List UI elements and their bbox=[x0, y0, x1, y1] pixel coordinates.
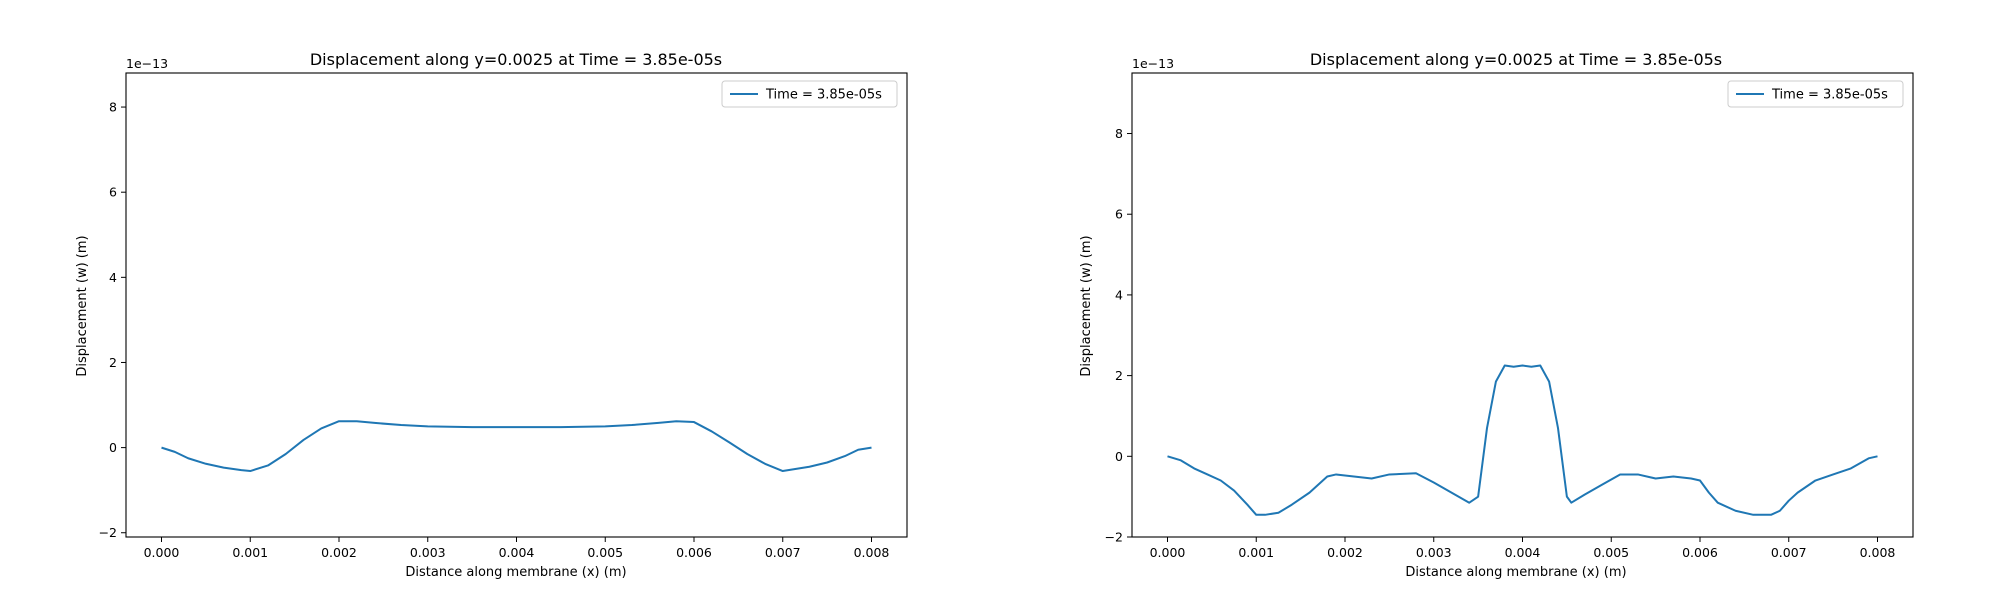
y-offset-label: 1e−13 bbox=[126, 56, 168, 71]
x-tick-label: 0.003 bbox=[410, 545, 446, 560]
legend-box bbox=[721, 80, 898, 108]
y-axis-label: Displacement (w) (m) bbox=[1079, 235, 1094, 376]
y-axis-label: Displacement (w) (m) bbox=[75, 235, 90, 376]
x-tick-label: 0.004 bbox=[1505, 545, 1541, 560]
y-tick-label: 6 bbox=[1115, 207, 1123, 222]
y-tick-label: 8 bbox=[109, 100, 117, 115]
x-tick-label: 0.007 bbox=[1771, 545, 1807, 560]
x-tick-label: 0.006 bbox=[1682, 545, 1718, 560]
y-tick-label: 8 bbox=[1115, 126, 1123, 141]
y-offset-label: 1e−13 bbox=[1132, 56, 1174, 71]
plot-area bbox=[1131, 72, 1914, 538]
legend-box bbox=[1727, 80, 1904, 108]
legend: Time = 3.85e-05s bbox=[721, 80, 898, 108]
x-tick-label: 0.003 bbox=[1416, 545, 1452, 560]
chart-title: Displacement along y=0.0025 at Time = 3.… bbox=[1310, 50, 1722, 69]
x-tick-label: 0.006 bbox=[676, 545, 712, 560]
x-tick-label: 0.004 bbox=[499, 545, 535, 560]
y-tick-label: 2 bbox=[1115, 368, 1123, 383]
chart-panel-right: Displacement along y=0.0025 at Time = 3.… bbox=[1079, 50, 1914, 580]
legend-label: Time = 3.85e-05s bbox=[1771, 88, 1888, 103]
series-line bbox=[1167, 364, 1878, 516]
x-tick-label: 0.001 bbox=[1238, 545, 1274, 560]
legend-label: Time = 3.85e-05s bbox=[765, 88, 882, 103]
x-tick-label: 0.007 bbox=[765, 545, 801, 560]
x-tick-label: 0.008 bbox=[854, 545, 890, 560]
x-axis-label: Distance along membrane (x) (m) bbox=[1405, 565, 1626, 580]
axes-frame bbox=[1131, 72, 1914, 538]
axes-frame bbox=[125, 72, 908, 538]
chart-panel-left: Displacement along y=0.0025 at Time = 3.… bbox=[75, 50, 908, 580]
y-tick-label: 4 bbox=[1115, 287, 1123, 302]
x-tick-label: 0.002 bbox=[321, 545, 357, 560]
x-tick-label: 0.000 bbox=[1150, 545, 1186, 560]
y-tick-label: 2 bbox=[109, 355, 117, 370]
chart-title: Displacement along y=0.0025 at Time = 3.… bbox=[310, 50, 722, 69]
x-tick-label: 0.001 bbox=[232, 545, 268, 560]
y-tick-label: 6 bbox=[109, 185, 117, 200]
x-tick-label: 0.002 bbox=[1327, 545, 1363, 560]
y-tick-label: −2 bbox=[99, 525, 117, 540]
y-tick-label: 0 bbox=[109, 440, 117, 455]
y-tick-label: −2 bbox=[1105, 530, 1123, 545]
y-tick-label: 0 bbox=[1115, 449, 1123, 464]
series-line bbox=[161, 420, 872, 473]
legend: Time = 3.85e-05s bbox=[1727, 80, 1904, 108]
y-tick-label: 4 bbox=[109, 270, 117, 285]
x-axis-label: Distance along membrane (x) (m) bbox=[405, 565, 626, 580]
tick-layer: 0.000 0.001 0.002 0.003 0.004 0.005 0.006 0.007… bbox=[99, 100, 890, 560]
tick-layer: 0.000 0.001 0.002 0.003 0.004 0.005 0.006 0.007… bbox=[1105, 126, 1896, 560]
x-tick-label: 0.000 bbox=[144, 545, 180, 560]
x-tick-label: 0.008 bbox=[1860, 545, 1896, 560]
x-tick-label: 0.005 bbox=[1593, 545, 1629, 560]
x-tick-label: 0.005 bbox=[587, 545, 623, 560]
plot-area bbox=[125, 72, 908, 538]
